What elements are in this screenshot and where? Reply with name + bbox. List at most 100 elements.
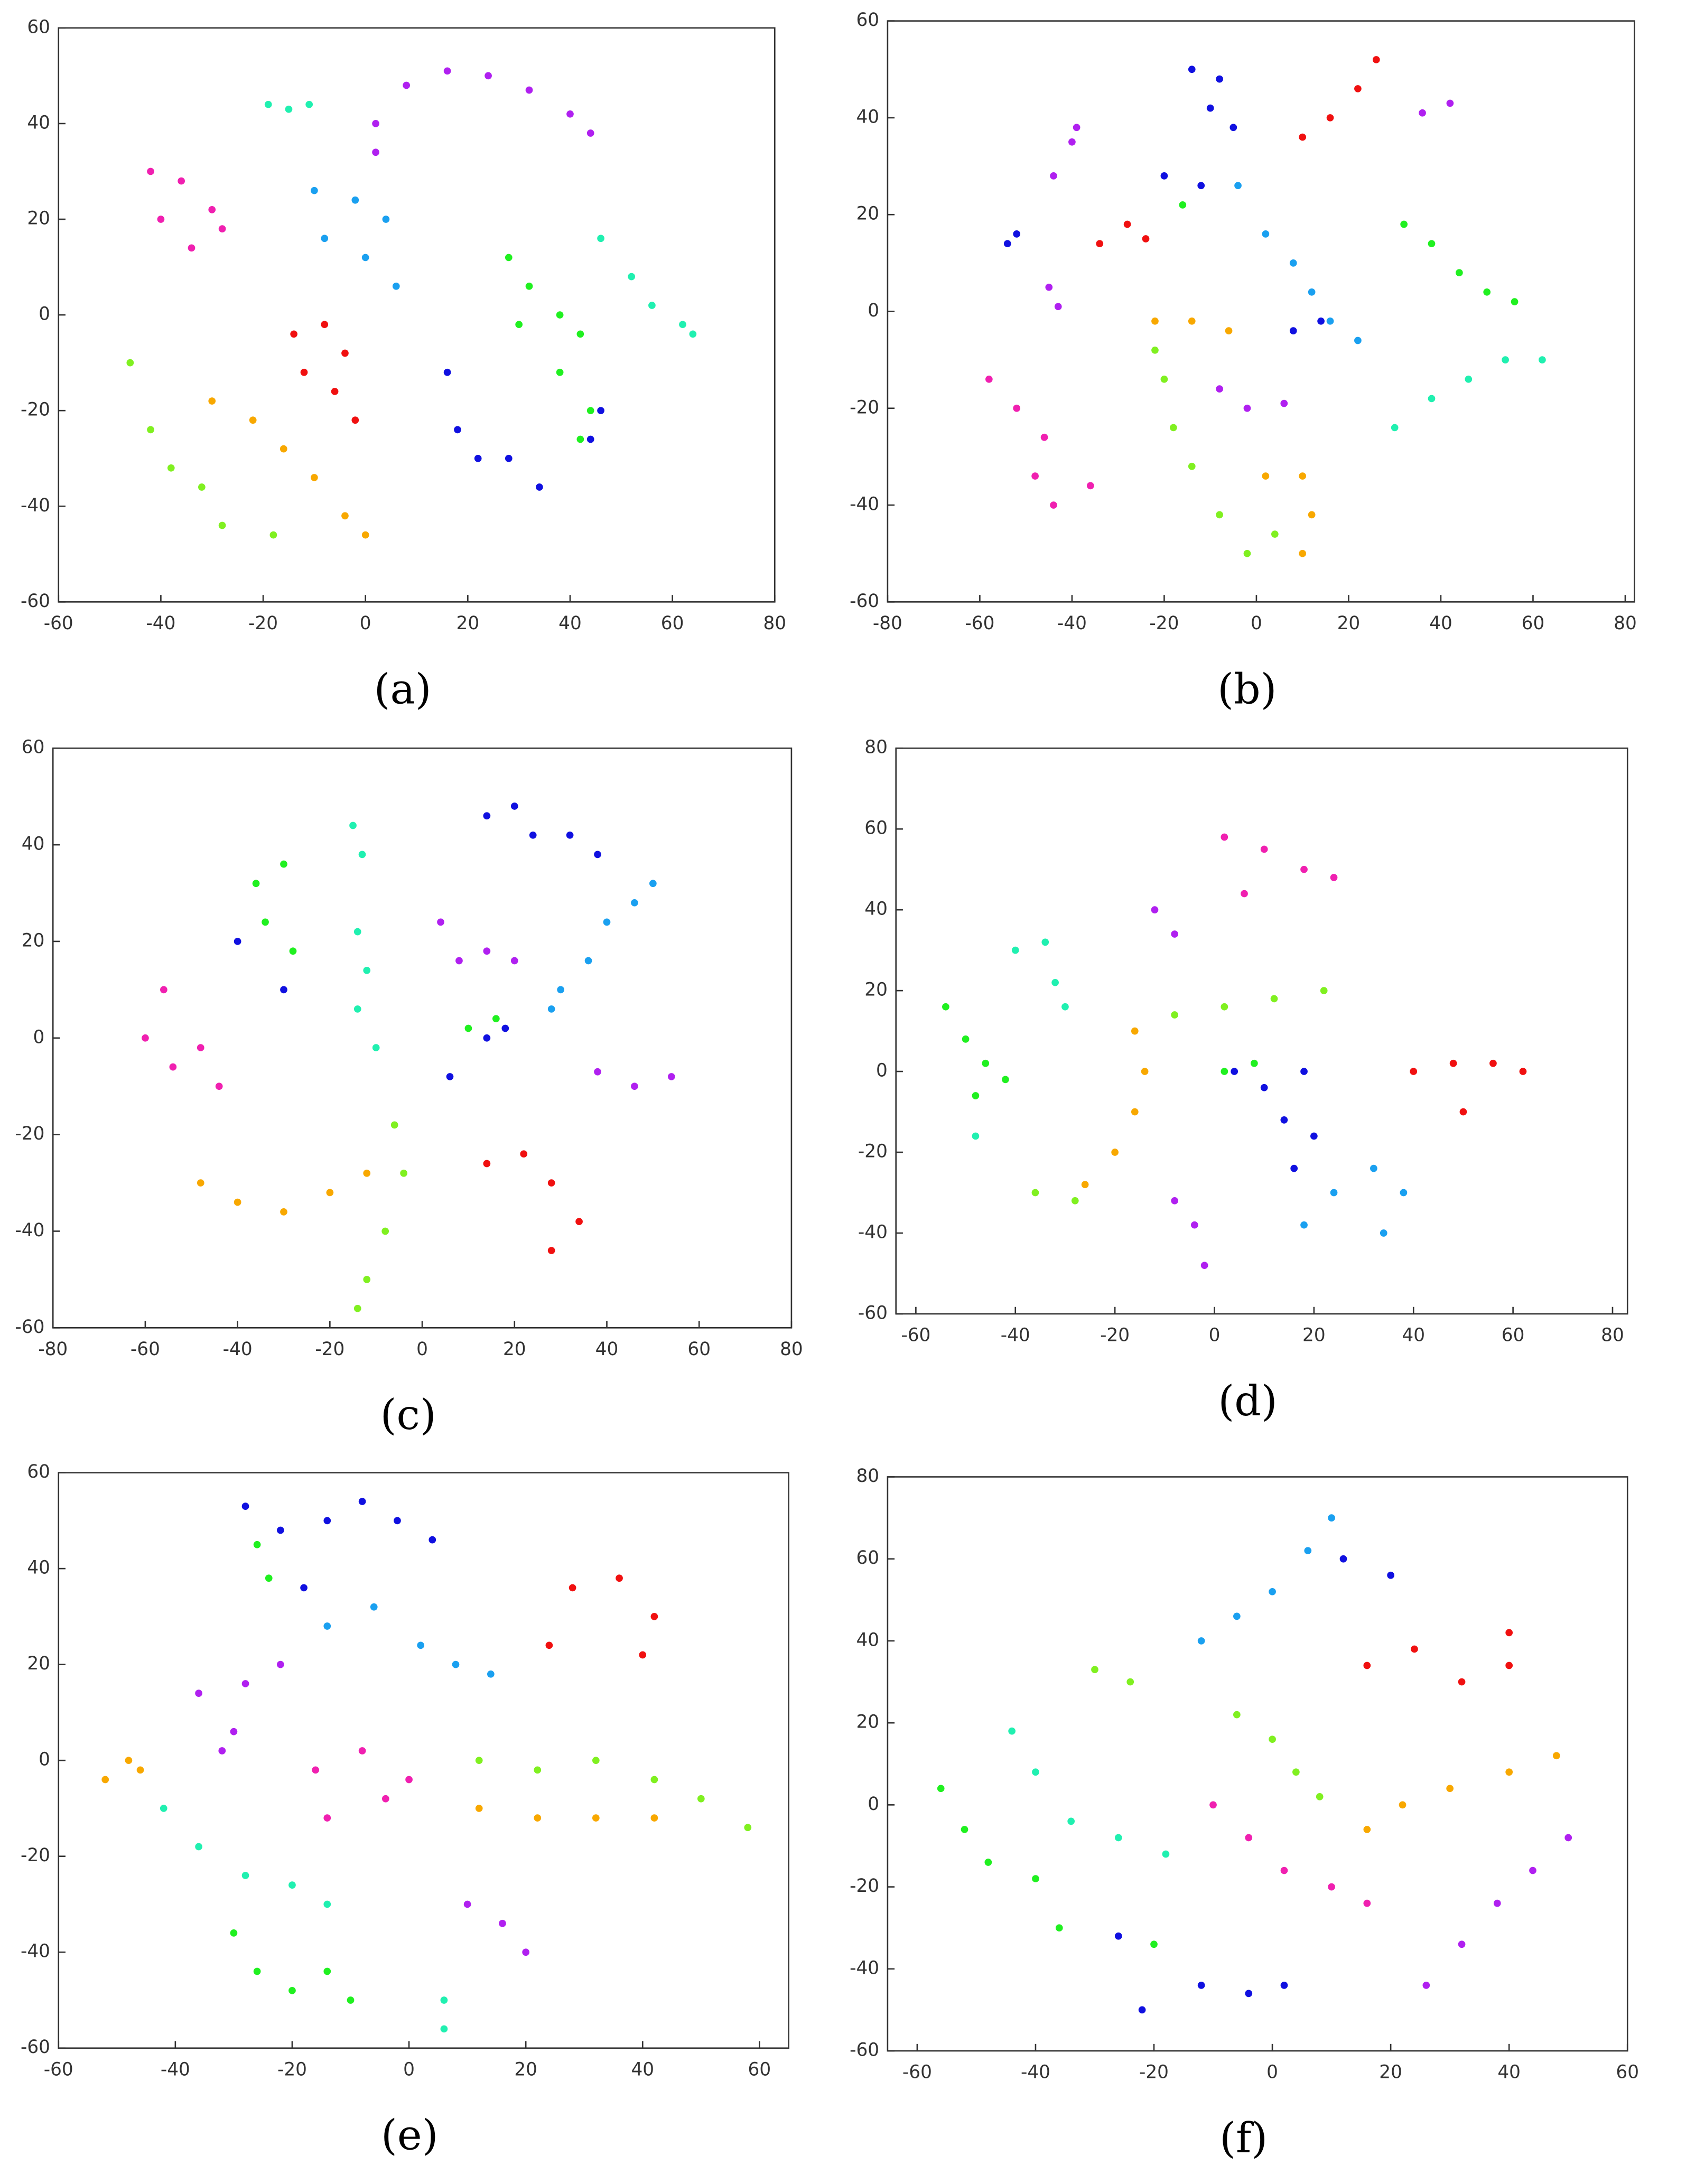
- point: [241, 1680, 249, 1687]
- y-tick-label: 20: [856, 1712, 879, 1733]
- point: [1280, 399, 1288, 407]
- point: [1221, 1003, 1228, 1011]
- point: [1387, 1571, 1394, 1579]
- caption: (b): [1217, 665, 1277, 713]
- point: [1292, 1768, 1300, 1776]
- point: [603, 918, 611, 926]
- point: [1114, 1932, 1122, 1940]
- point: [1200, 1262, 1208, 1270]
- x-tick-label: -80: [38, 1339, 68, 1360]
- point: [463, 1900, 471, 1908]
- plot-area: [58, 1472, 789, 2049]
- point: [234, 938, 241, 945]
- point: [515, 321, 523, 329]
- y-tick-label: -20: [21, 399, 50, 421]
- point: [1519, 1068, 1527, 1075]
- point: [1160, 172, 1168, 180]
- x-tick-label: -20: [1100, 1325, 1130, 1346]
- point: [631, 899, 638, 907]
- point: [525, 86, 533, 94]
- point: [575, 1218, 583, 1226]
- y-tick-label: 60: [27, 16, 50, 38]
- point: [1067, 1817, 1075, 1825]
- point: [594, 851, 601, 858]
- point: [372, 120, 379, 127]
- point: [1197, 1981, 1205, 1989]
- y-tick-label: 40: [27, 112, 50, 133]
- point: [1262, 472, 1270, 480]
- y-tick-label: 0: [876, 1060, 888, 1081]
- point: [197, 1044, 204, 1051]
- point: [353, 1005, 361, 1013]
- point: [985, 375, 993, 383]
- y-tick-label: 60: [22, 737, 45, 758]
- point: [1372, 56, 1380, 63]
- point: [1317, 317, 1325, 325]
- point: [1031, 1189, 1039, 1197]
- point: [351, 416, 359, 424]
- point: [208, 397, 216, 405]
- point: [1320, 987, 1328, 994]
- plot-area: [52, 747, 793, 1329]
- point: [392, 282, 400, 290]
- point: [1428, 240, 1436, 248]
- point: [1225, 327, 1233, 335]
- point: [1162, 1850, 1170, 1858]
- point: [142, 1034, 149, 1042]
- point: [972, 1092, 980, 1099]
- point: [586, 407, 594, 415]
- point: [566, 831, 574, 839]
- x-tick-label: -60: [44, 613, 73, 634]
- point: [1245, 1834, 1253, 1842]
- point: [361, 254, 369, 262]
- point: [592, 1757, 600, 1765]
- point: [1170, 424, 1177, 432]
- point: [446, 1073, 454, 1080]
- point: [353, 928, 361, 936]
- plot-area: [887, 1476, 1628, 2052]
- y-tick-label: -40: [858, 1221, 888, 1243]
- point: [1310, 1132, 1318, 1140]
- point: [381, 1795, 389, 1803]
- point: [218, 1747, 226, 1754]
- point: [1370, 1164, 1377, 1172]
- y-tick-label: 0: [39, 1749, 50, 1770]
- y-tick-label: 0: [39, 304, 50, 325]
- point: [372, 1044, 380, 1051]
- point: [1455, 269, 1463, 277]
- point: [230, 1728, 238, 1735]
- x-tick-label: -40: [146, 613, 175, 634]
- point: [1449, 1059, 1457, 1067]
- x-tick-label: 60: [661, 613, 684, 634]
- point: [1209, 1801, 1217, 1809]
- x-tick-label: 80: [1601, 1325, 1624, 1346]
- x-tick-label: 20: [1379, 2062, 1402, 2083]
- point: [1221, 1068, 1228, 1075]
- point: [584, 957, 592, 965]
- point: [475, 1757, 483, 1765]
- point: [1071, 1197, 1079, 1205]
- point: [280, 986, 287, 994]
- point: [648, 302, 656, 309]
- point: [1363, 1662, 1371, 1669]
- point: [1051, 978, 1059, 986]
- point: [382, 216, 390, 223]
- point: [1300, 865, 1308, 873]
- point: [1151, 317, 1159, 325]
- point: [547, 1247, 555, 1254]
- point: [557, 986, 564, 994]
- point: [323, 1967, 331, 1975]
- point: [178, 177, 185, 185]
- point: [218, 225, 226, 232]
- point: [628, 273, 636, 281]
- point: [1354, 85, 1362, 92]
- x-tick-label: 20: [457, 613, 480, 634]
- x-tick-label: 40: [1429, 613, 1452, 634]
- point: [1289, 327, 1297, 335]
- point: [195, 1690, 202, 1697]
- point: [1054, 303, 1062, 311]
- point: [1399, 1801, 1406, 1809]
- point: [1539, 356, 1546, 363]
- y-tick-label: 0: [33, 1026, 45, 1048]
- x-tick-label: -60: [44, 2059, 73, 2080]
